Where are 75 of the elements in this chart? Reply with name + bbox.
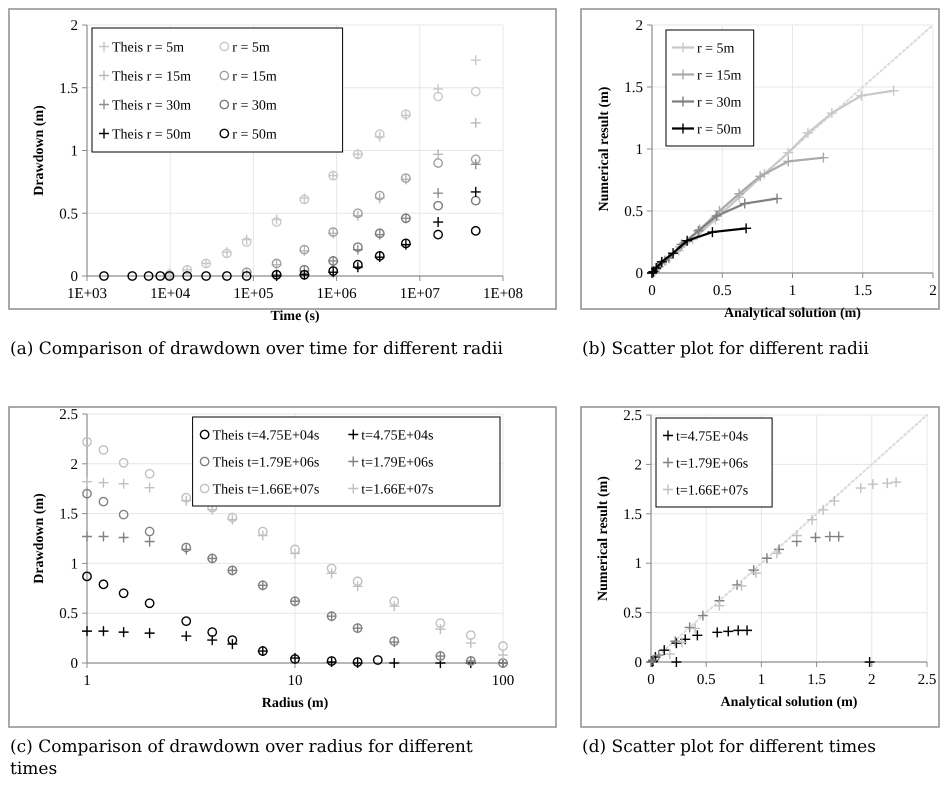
legend-label: r = 50m <box>232 128 277 142</box>
legend-label: Theis r = 50m <box>112 128 192 142</box>
y-tick-label: 2.5 <box>623 408 642 424</box>
y-tick-label: 0.5 <box>59 606 78 622</box>
y-tick-label: 2.5 <box>59 407 78 423</box>
x-tick-label: 2 <box>868 672 876 688</box>
y-tick-label: 2 <box>70 18 78 34</box>
x-tick-label: 1E+05 <box>233 286 274 302</box>
legend-label: Theis t=1.66E+07s <box>212 482 320 498</box>
x-tick-label: 2 <box>929 283 937 299</box>
y-tick-label: 0 <box>636 266 643 282</box>
legend-label: t=4.75E+04s <box>361 428 434 444</box>
legend-label: r = 30m <box>697 96 742 110</box>
y-tick-label: 1 <box>634 556 642 572</box>
y-tick-label: 1.5 <box>623 506 642 523</box>
x-tick-label: 1E+03 <box>66 286 108 302</box>
x-tick-label: 1E+08 <box>482 286 524 302</box>
legend-label: Theis t=4.75E+04s <box>212 428 320 444</box>
y-tick-label: 2 <box>70 456 78 473</box>
legend-label: r = 30m <box>232 98 277 114</box>
x-tick-label: 2.5 <box>918 672 936 688</box>
x-tick-label: 0.5 <box>712 283 732 299</box>
y-tick-label: 1.5 <box>624 80 643 96</box>
x-tick-label: 100 <box>492 673 514 689</box>
x-axis-title: Analytical solution (m) <box>720 695 858 710</box>
y-tick-label: 1 <box>70 556 78 572</box>
x-tick-label: 1.5 <box>853 283 872 299</box>
y-tick-label: 0 <box>70 269 78 285</box>
y-tick-label: 0 <box>634 655 642 671</box>
legend-label: r = 5m <box>232 40 270 56</box>
y-tick-label: 2 <box>636 18 643 34</box>
y-tick-label: 1.5 <box>59 80 78 97</box>
x-tick-label: 1E+06 <box>316 286 358 302</box>
legend-label: r = 15m <box>697 68 742 84</box>
text: (c) Comparison of drawdown over radius for different times <box>10 737 473 779</box>
y-tick-label: 0.5 <box>624 204 643 220</box>
y-axis-title: Drawdown (m) <box>32 104 47 196</box>
x-axis-title: Time (s) <box>270 309 320 324</box>
y-tick-label: 2 <box>634 457 642 474</box>
text: (b) Scatter plot for different radii <box>582 339 870 359</box>
legend-label: r = 5m <box>697 42 735 56</box>
legend-label: Theis r = 30m <box>112 98 192 114</box>
legend-label: t=1.66E+07s <box>361 482 434 498</box>
legend-label: t=1.79E+06s <box>361 456 434 470</box>
y-axis-title: Drawdown (m) <box>32 492 47 584</box>
y-tick-label: 0.5 <box>623 606 642 622</box>
x-tick-label: 0 <box>647 672 655 688</box>
legend-label: t=1.66E+07s <box>676 484 748 498</box>
x-tick-label: 0.5 <box>696 672 716 688</box>
legend-label: t=4.75E+04s <box>676 430 748 444</box>
x-tick-label: 1 <box>788 283 796 299</box>
y-axis-title: Numerical result (m) <box>596 476 611 601</box>
legend-label: Theis r = 15m <box>112 70 192 84</box>
text: (d) Scatter plot for different times <box>582 737 876 757</box>
legend-label: Theis t=1.79E+06s <box>212 456 320 470</box>
y-tick-label: 1.5 <box>59 506 78 523</box>
x-tick-label: 1E+07 <box>400 286 440 302</box>
legend-label: Theis r = 5m <box>112 40 184 56</box>
x-axis-title: Radius (m) <box>262 696 329 711</box>
x-tick-label: 1.5 <box>807 672 826 688</box>
x-tick-label: 1E+04 <box>150 286 191 302</box>
legend-label: r = 15m <box>232 70 277 84</box>
x-tick-label: 10 <box>288 673 302 689</box>
text: (a) Comparison of drawdown over time for different radii <box>10 339 504 359</box>
y-tick-label: 1 <box>636 142 643 158</box>
legend-label: r = 50m <box>697 122 742 138</box>
x-tick-label: 1 <box>758 672 766 688</box>
y-tick-label: 0.5 <box>59 206 78 222</box>
legend-label: t=1.79E+06s <box>676 456 748 472</box>
x-tick-label: 1 <box>83 673 91 689</box>
y-tick-label: 1 <box>70 144 78 160</box>
y-tick-label: 0 <box>70 656 78 672</box>
y-axis-title: Numerical result (m) <box>597 86 612 212</box>
x-tick-label: 0 <box>648 283 656 299</box>
x-axis-title: Analytical solution (m) <box>724 306 862 321</box>
